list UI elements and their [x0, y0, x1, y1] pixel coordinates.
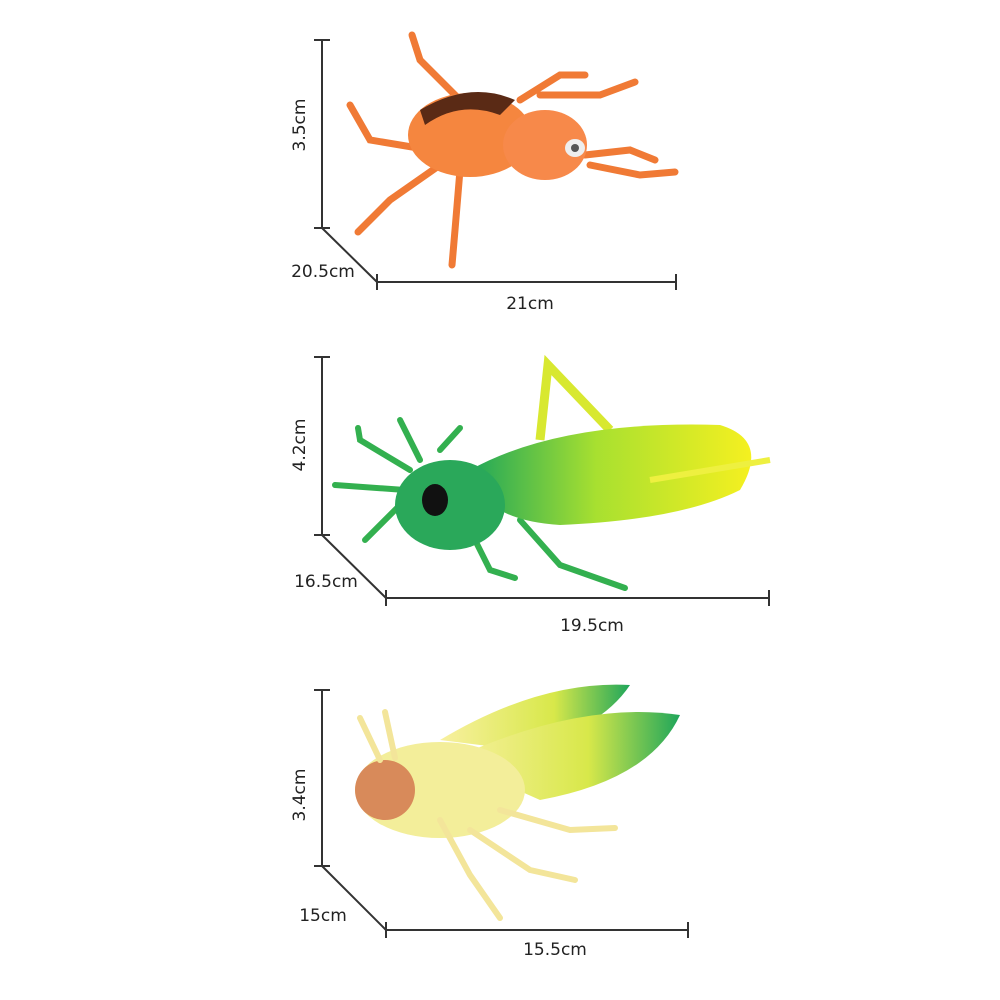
- dimension-lines: [314, 39, 770, 938]
- height-label: 3.5cm: [290, 99, 310, 152]
- height-label: 3.4cm: [290, 769, 310, 822]
- depth-label: 15cm: [299, 906, 347, 926]
- cicada-toy: [355, 684, 680, 921]
- depth-label: 16.5cm: [294, 572, 358, 592]
- height-label: 4.2cm: [290, 419, 310, 472]
- beetle-toy: [346, 31, 679, 269]
- width-label: 19.5cm: [560, 616, 624, 636]
- width-label: 21cm: [506, 294, 554, 314]
- grasshopper-toy: [332, 354, 771, 591]
- depth-label: 20.5cm: [291, 262, 355, 282]
- width-label: 15.5cm: [523, 940, 587, 960]
